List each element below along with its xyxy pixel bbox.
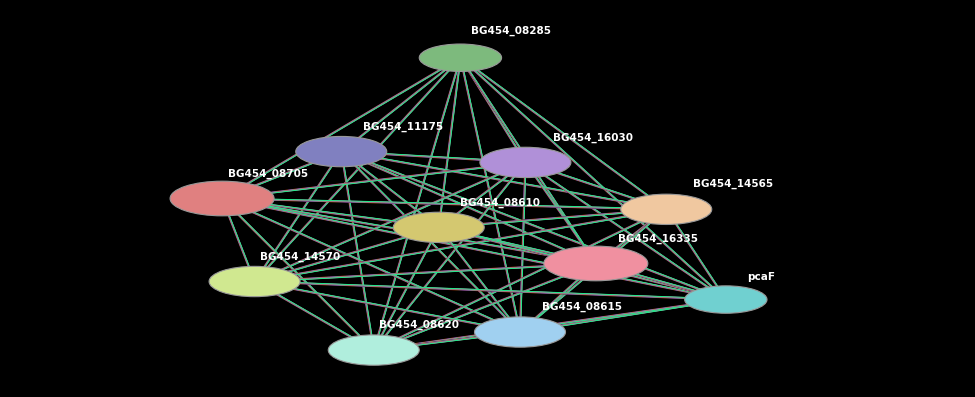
Text: BG454_16030: BG454_16030: [553, 132, 633, 143]
Circle shape: [621, 194, 712, 224]
Text: BG454_08610: BG454_08610: [460, 197, 540, 208]
Circle shape: [393, 212, 485, 243]
Text: pcaF: pcaF: [748, 272, 775, 281]
Circle shape: [475, 317, 566, 347]
Circle shape: [295, 137, 387, 167]
Text: BG454_11175: BG454_11175: [363, 121, 443, 132]
Circle shape: [684, 286, 767, 313]
Text: BG454_14565: BG454_14565: [693, 179, 773, 189]
Text: BG454_08620: BG454_08620: [379, 320, 459, 330]
Circle shape: [419, 44, 501, 71]
Circle shape: [480, 147, 571, 177]
Circle shape: [544, 246, 647, 281]
Circle shape: [170, 181, 274, 216]
Text: BG454_16335: BG454_16335: [617, 233, 697, 244]
Text: BG454_14570: BG454_14570: [260, 251, 340, 262]
Text: BG454_08285: BG454_08285: [471, 26, 551, 36]
Text: BG454_08705: BG454_08705: [227, 168, 308, 179]
Text: BG454_08615: BG454_08615: [542, 302, 622, 312]
Circle shape: [329, 335, 419, 365]
Circle shape: [209, 266, 300, 297]
